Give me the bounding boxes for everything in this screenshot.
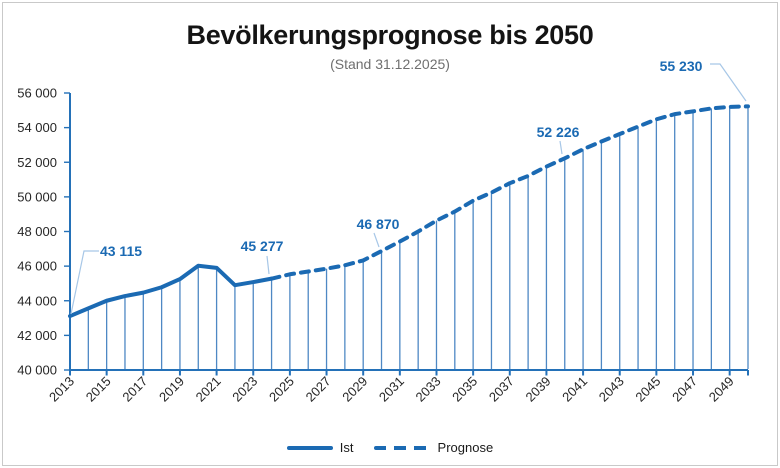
x-tick-label: 2037 <box>486 374 517 405</box>
leader-line <box>710 63 747 102</box>
data-label-2024: 45 277 <box>241 238 284 254</box>
x-tick-label: 2025 <box>266 374 297 405</box>
legend-item-prognose: Prognose <box>373 440 494 455</box>
data-label-2040: 52 226 <box>537 124 580 140</box>
data-label-2013: 43 115 <box>100 243 142 259</box>
legend-line-solid-icon <box>286 445 333 450</box>
data-label-2050: 55 230 <box>660 58 703 74</box>
x-tick-label: 2015 <box>83 374 114 405</box>
legend-label-ist: Ist <box>339 440 354 455</box>
y-tick-label: 42 000 <box>17 328 57 343</box>
x-tick-label: 2027 <box>303 374 334 405</box>
x-tick-label: 2049 <box>706 374 737 405</box>
chart-subtitle: (Stand 31.12.2025) <box>330 56 450 72</box>
legend-item-ist: Ist <box>286 440 354 455</box>
x-tick-label: 2023 <box>229 374 260 405</box>
x-tick-label: 2017 <box>119 374 150 405</box>
y-tick-label: 50 000 <box>17 189 57 204</box>
y-tick-label: 54 000 <box>17 120 57 135</box>
x-tick-label: 2013 <box>46 374 77 405</box>
y-tick-label: 48 000 <box>17 224 57 239</box>
leader-line <box>373 232 380 248</box>
y-tick-label: 52 000 <box>17 155 57 170</box>
leader-line <box>266 255 270 275</box>
x-tick-label: 2041 <box>559 374 590 405</box>
x-tick-label: 2019 <box>156 374 187 405</box>
x-tick-label: 2033 <box>413 374 444 405</box>
x-tick-label: 2035 <box>449 374 480 405</box>
y-tick-label: 40 000 <box>17 363 57 378</box>
x-tick-label: 2021 <box>193 374 224 405</box>
legend-line-dashed-icon <box>373 445 431 450</box>
leader-line <box>70 250 99 315</box>
x-tick-label: 2045 <box>632 374 663 405</box>
data-label-2030: 46 870 <box>357 216 400 232</box>
y-tick-label: 56 000 <box>17 86 57 101</box>
y-tick-label: 46 000 <box>17 259 57 274</box>
chart-title: Bevölkerungsprognose bis 2050 <box>186 20 594 50</box>
x-tick-label: 2039 <box>522 374 553 405</box>
series-line-prognose <box>269 104 750 281</box>
series-line-ist <box>68 263 274 319</box>
leader-line <box>559 140 563 155</box>
y-tick-label: 44 000 <box>17 293 57 308</box>
x-tick-label: 2029 <box>339 374 370 405</box>
x-tick-label: 2031 <box>376 374 407 405</box>
x-tick-label: 2047 <box>669 374 700 405</box>
legend-label-prognose: Prognose <box>437 440 494 455</box>
legend: Ist Prognose <box>0 440 780 455</box>
x-tick-label: 2043 <box>596 374 627 405</box>
